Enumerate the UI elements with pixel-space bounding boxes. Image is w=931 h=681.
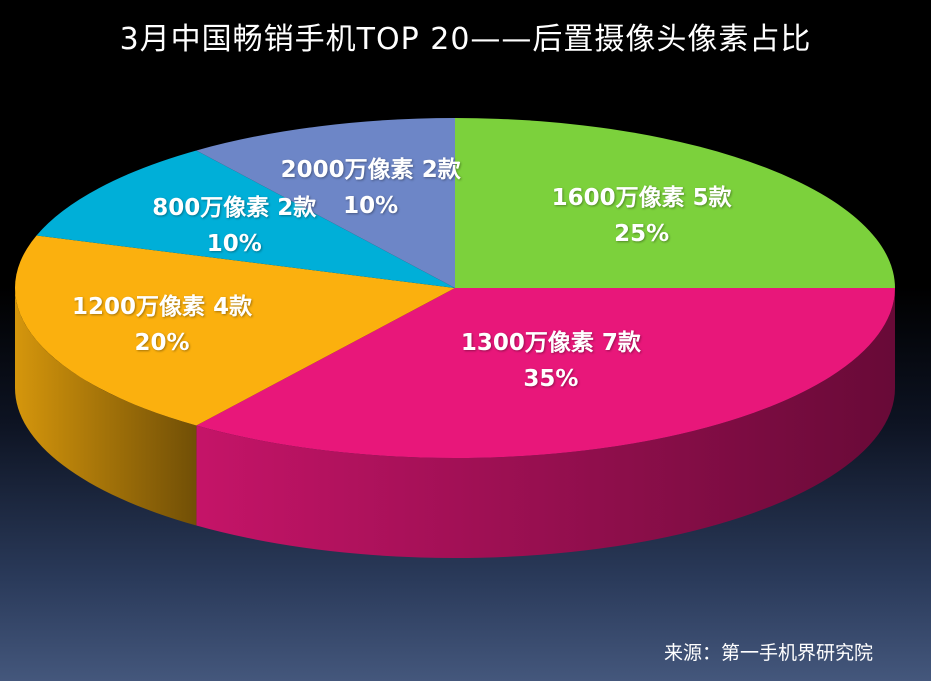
slice-label-1: 1300万像素 7款 35% bbox=[461, 325, 641, 397]
slice-top-3 bbox=[36, 150, 456, 288]
slice-label-percent: 10% bbox=[206, 231, 262, 258]
slice-top-4 bbox=[196, 118, 455, 288]
slice-label-4: 2000万像素 2款 10% bbox=[281, 152, 461, 224]
source-note: 来源：第一手机界研究院 bbox=[663, 642, 873, 664]
slice-label-percent: 20% bbox=[134, 329, 190, 356]
slice-label-3: 800万像素 2款 10% bbox=[152, 190, 316, 262]
slice-label-name: 2000万像素 2款 bbox=[280, 156, 461, 183]
slice-label-percent: 35% bbox=[523, 365, 579, 392]
slice-label-name: 800万像素 2款 bbox=[152, 195, 317, 222]
slice-top-2 bbox=[15, 235, 456, 426]
slice-top-0 bbox=[455, 118, 895, 288]
slice-top-1 bbox=[196, 288, 895, 458]
slice-label-name: 1600万像素 5款 bbox=[551, 184, 732, 211]
slice-label-name: 1200万像素 4款 bbox=[72, 293, 253, 320]
slice-label-percent: 10% bbox=[343, 192, 399, 219]
slice-label-percent: 25% bbox=[614, 220, 670, 247]
slice-label-name: 1300万像素 7款 bbox=[460, 329, 641, 356]
slice-side-1 bbox=[196, 288, 895, 559]
slice-side-2 bbox=[15, 288, 197, 526]
slice-label-2: 1200万像素 4款 20% bbox=[72, 289, 252, 361]
slice-label-0: 1600万像素 5款 25% bbox=[552, 180, 732, 252]
chart-title: 3月中国畅销手机TOP 20——后置摄像头像素占比 bbox=[119, 22, 812, 57]
